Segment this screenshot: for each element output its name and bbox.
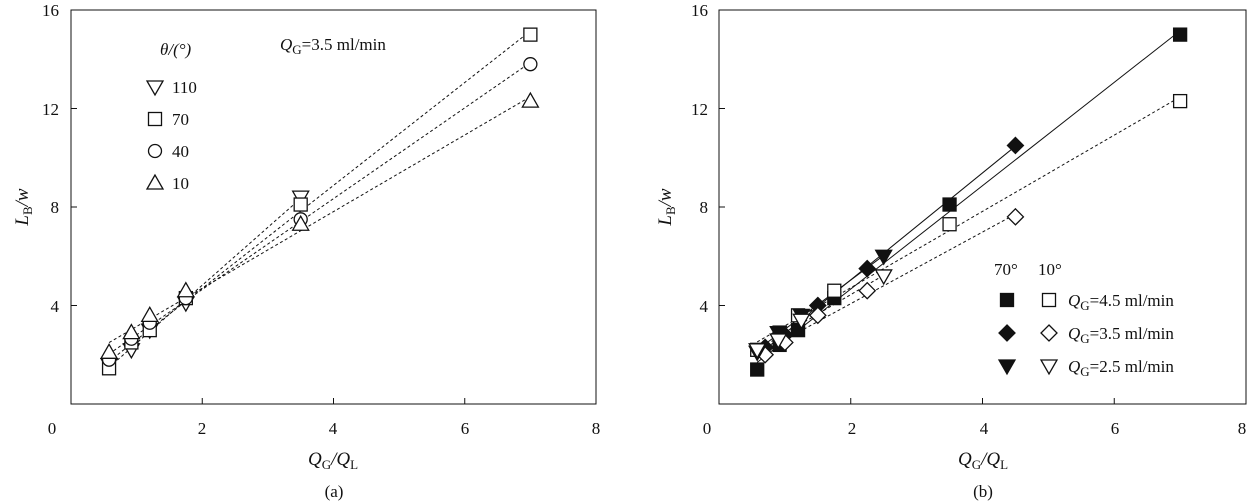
- data-point: [521, 91, 540, 108]
- data-point: [523, 27, 538, 42]
- legend-label: 10: [172, 174, 189, 193]
- data-point: [291, 214, 310, 231]
- legend-label: QG=2.5 ml/min: [1068, 357, 1174, 379]
- data-point: [942, 197, 957, 212]
- fit-line: [764, 213, 1016, 351]
- legend-marker: [998, 324, 1016, 342]
- panel-label-b: (b): [973, 482, 993, 501]
- legend-marker: [1039, 359, 1059, 376]
- legend-marker: [145, 80, 165, 97]
- y-tick-label: 4: [51, 297, 60, 316]
- legend-marker: [1040, 324, 1058, 342]
- markers-b: [748, 27, 1188, 377]
- x-tick-label: 0: [703, 419, 712, 438]
- axis-ticks-a: [71, 108, 466, 404]
- x-tick-label: 2: [198, 419, 207, 438]
- axis-ticks-b: [719, 108, 1115, 404]
- y-tick-label: 8: [51, 198, 60, 217]
- x-tick-label: 2: [848, 419, 857, 438]
- data-point: [858, 281, 877, 300]
- y-tick-label: 12: [42, 100, 59, 119]
- data-point: [942, 217, 957, 232]
- data-point: [748, 343, 767, 360]
- y-axis-label: LB/w: [12, 188, 35, 227]
- y-tick-label: 12: [691, 100, 708, 119]
- x-tick-label: 4: [980, 419, 989, 438]
- data-point: [792, 313, 811, 330]
- legend-label: QG=4.5 ml/min: [1068, 291, 1174, 313]
- legend-marker: [147, 143, 163, 159]
- data-point: [293, 197, 308, 212]
- y-tick-label: 8: [700, 198, 709, 217]
- legend-marker: [1041, 292, 1057, 308]
- x-tick-label: 6: [1111, 419, 1120, 438]
- y-tick-label: 4: [700, 297, 709, 316]
- data-point: [122, 323, 141, 340]
- x-tick-label: 4: [329, 419, 338, 438]
- legend-col-header: 10°: [1038, 260, 1062, 279]
- data-point: [874, 249, 893, 266]
- annotation-qg: QG=3.5 ml/min: [280, 35, 386, 57]
- data-point: [176, 281, 195, 298]
- panel-a: 0 2 4 6 8 4 8 12 16 QG/QL LB/w (a) QG=3.…: [12, 1, 600, 501]
- legend-label: QG=3.5 ml/min: [1068, 324, 1174, 346]
- data-point: [1172, 27, 1188, 42]
- panel-b: 0 2 4 6 8 4 8 12 16 QG/QL LB/w (b) 70° 1…: [655, 1, 1247, 501]
- legend-marker: [997, 359, 1017, 376]
- fit-line: [108, 30, 531, 362]
- x-tick-label: 8: [592, 419, 601, 438]
- data-point: [1006, 207, 1025, 226]
- fit-line: [756, 30, 1181, 363]
- plot-frame-a: [70, 9, 597, 405]
- x-axis-label: QG/QL: [308, 449, 358, 472]
- data-point: [1172, 93, 1188, 109]
- fit-line: [108, 198, 302, 368]
- legend-marker: [999, 292, 1015, 308]
- x-axis-label: QG/QL: [958, 449, 1008, 472]
- legend-label: 70: [172, 110, 189, 129]
- legend-marker: [145, 173, 165, 190]
- data-point: [1006, 136, 1025, 155]
- legend-a: [145, 80, 165, 190]
- legend-title-a: θ/(°): [160, 40, 192, 59]
- data-point: [808, 306, 827, 325]
- data-point: [523, 57, 538, 72]
- data-point: [827, 283, 842, 298]
- legend-b: [997, 292, 1059, 376]
- legend-label: 40: [172, 142, 189, 161]
- markers-a: [99, 27, 540, 376]
- x-tick-label: 6: [461, 419, 470, 438]
- panel-label-a: (a): [325, 482, 344, 501]
- data-point: [858, 259, 877, 278]
- y-tick-label: 16: [691, 1, 708, 20]
- data-point: [769, 333, 788, 350]
- y-tick-label: 16: [42, 1, 59, 20]
- data-point: [140, 306, 159, 323]
- fit-line: [756, 96, 1181, 343]
- fit-line: [108, 62, 531, 355]
- fit-line: [108, 96, 531, 344]
- plot-frame-b: [718, 9, 1247, 405]
- legend-label: 110: [172, 78, 197, 97]
- legend-col-header: 70°: [994, 260, 1018, 279]
- data-point: [99, 342, 119, 359]
- legend-marker: [147, 111, 163, 127]
- x-tick-label: 8: [1238, 419, 1247, 438]
- data-point: [874, 269, 893, 286]
- y-axis-label: LB/w: [655, 188, 678, 227]
- data-point: [750, 362, 765, 377]
- fit-lines-a: [108, 30, 531, 368]
- x-tick-label: 0: [48, 419, 57, 438]
